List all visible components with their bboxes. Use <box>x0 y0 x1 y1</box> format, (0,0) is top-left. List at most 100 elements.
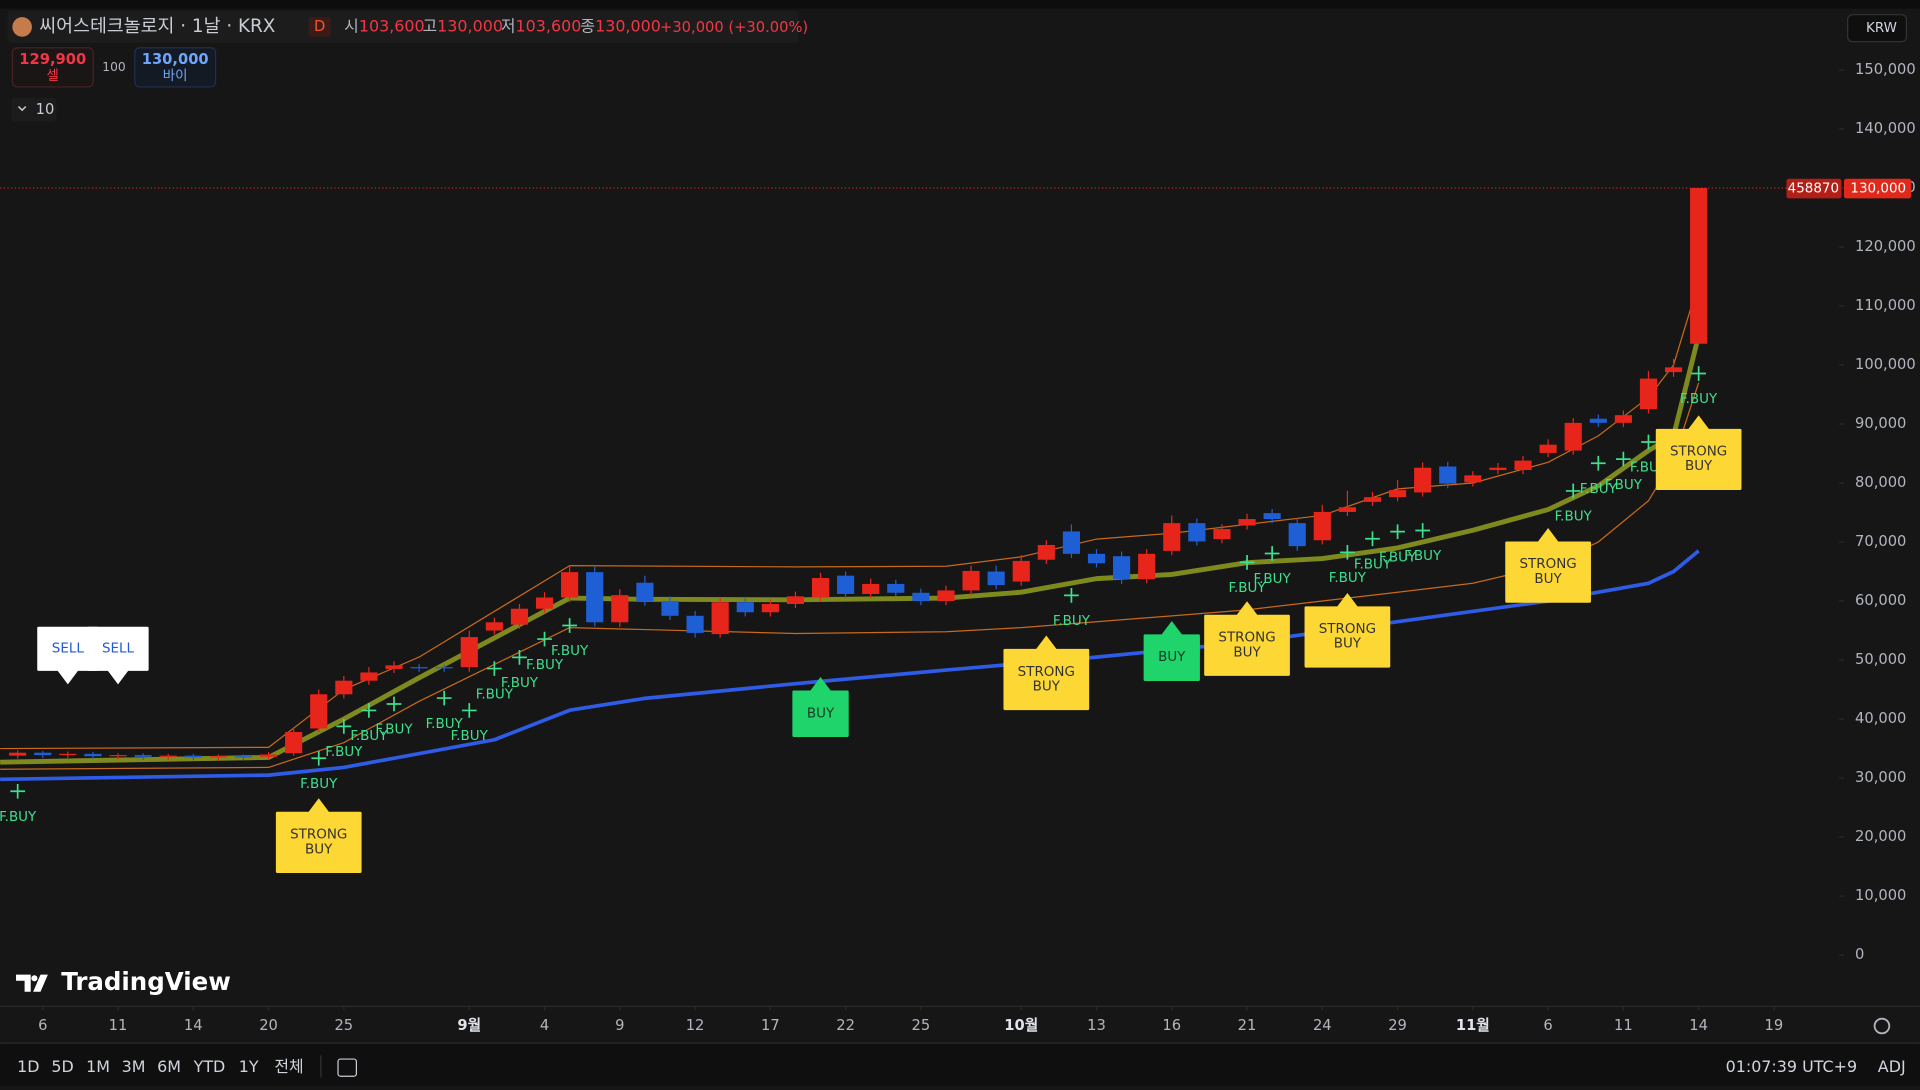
header-bar <box>7 11 799 43</box>
y-tick-label: 140,000 <box>1855 120 1916 137</box>
range-button[interactable]: 전체 <box>274 1057 303 1076</box>
x-tick-label: 14 <box>1689 1017 1708 1034</box>
candle-body <box>209 756 227 758</box>
fbuy-label: F.BUY <box>526 658 564 673</box>
y-tick-label: 150,000 <box>1855 61 1916 78</box>
indicators-toggle[interactable] <box>11 97 57 122</box>
y-axis: 0 10,000 20,000 30,000 40,000 50,000 60,000 70,… <box>38 61 1916 1034</box>
sell-button[interactable] <box>11 47 94 88</box>
indicator-line <box>0 549 1700 782</box>
signal-label: SELL <box>101 640 135 657</box>
candle-body <box>937 590 955 602</box>
signal-label-box: BUY <box>1158 649 1186 666</box>
fbuy-marker <box>1641 434 1656 450</box>
x-tick-label: 17 <box>761 1017 780 1034</box>
candle-body <box>510 608 529 625</box>
candle-body <box>134 755 152 757</box>
fbuy-label: F.BUY <box>300 777 338 792</box>
fbuy-label: F.BUY <box>426 717 464 732</box>
range-button[interactable]: 6M <box>157 1057 181 1076</box>
signal-label-box: SELL <box>51 640 84 657</box>
candle-body <box>1564 422 1582 451</box>
candle-body <box>811 578 830 598</box>
x-tick-label: 22 <box>836 1017 855 1034</box>
candle-body <box>761 603 779 613</box>
settings-icon[interactable] <box>1873 1017 1891 1035</box>
adj-button[interactable]: ADJ <box>1878 1057 1906 1076</box>
fbuy-marker <box>1264 546 1280 561</box>
x-tick-label: 25 <box>334 1017 353 1034</box>
candle-body <box>1037 544 1055 560</box>
candle-body <box>1489 467 1507 471</box>
currency-button[interactable] <box>1847 14 1908 43</box>
candle-body <box>1062 531 1080 554</box>
fbuy-label: F.BUY <box>1354 557 1392 572</box>
fbuy-marker <box>1415 523 1431 538</box>
fbuy-marker <box>562 618 577 633</box>
logo-text: TradingView <box>61 967 231 996</box>
signal-pointer <box>1537 528 1560 543</box>
range-button[interactable]: 5D <box>51 1057 73 1076</box>
candle-body <box>1363 497 1382 502</box>
signal-label: SELL <box>51 640 84 657</box>
candle-body <box>1313 511 1331 541</box>
fbuy-label: F.BUY <box>1555 510 1593 525</box>
symbol-icon <box>12 17 32 37</box>
y-tick-label: 30,000 <box>1855 769 1906 786</box>
top-strip <box>0 0 1920 9</box>
candle-body <box>335 680 353 695</box>
fbuy-label: F.BUY <box>551 644 589 659</box>
y-tick-label: 20,000 <box>1855 828 1906 845</box>
signal-pointer <box>307 798 330 813</box>
signal-label: STRONG BUY <box>1318 621 1377 652</box>
price-label: 130,000 <box>1850 182 1906 197</box>
fbuy-marker <box>487 661 502 676</box>
fbuy-marker <box>336 719 352 734</box>
price-label-bg <box>1843 178 1912 199</box>
range-button[interactable]: 1D <box>17 1057 39 1076</box>
signal-pointer <box>56 669 79 685</box>
candle-body <box>1439 466 1457 484</box>
clock: 01:07:39 UTC+9 <box>1726 1057 1857 1076</box>
x-tick-label: 20 <box>259 1017 278 1034</box>
fbuy-label: F.BUY <box>350 729 388 744</box>
candle-body <box>1338 507 1356 512</box>
candle-body <box>34 752 52 756</box>
range-button[interactable]: 3M <box>122 1057 146 1076</box>
range-button[interactable]: 1Y <box>239 1057 259 1076</box>
candle-body <box>1288 523 1306 547</box>
candle-body <box>1263 513 1281 520</box>
signal-box <box>1204 614 1290 676</box>
ohlc-label: 종 <box>580 16 595 35</box>
range-button[interactable]: 1M <box>86 1057 110 1076</box>
fbuy-label: F.BUY <box>0 810 37 825</box>
candle-body <box>1414 467 1432 493</box>
fbuy-label: F.BUY <box>1053 614 1091 629</box>
candle-body <box>1690 187 1708 344</box>
range-button[interactable]: YTD <box>193 1057 226 1076</box>
candle-body <box>184 755 202 758</box>
candle-body <box>410 667 428 669</box>
candle-body <box>259 754 278 757</box>
x-tick-label: 6 <box>1543 1017 1552 1034</box>
calendar-icon[interactable] <box>337 1058 358 1077</box>
signal-label-box: STRONG BUY <box>1670 444 1727 473</box>
signal-pointer <box>1336 592 1359 608</box>
signal-pointer <box>107 669 130 685</box>
buy-button[interactable] <box>134 47 217 88</box>
candle-body <box>1664 367 1683 373</box>
candle-body <box>1539 444 1557 453</box>
symbol[interactable]: 씨어스테크놀로지 · 1날 · KRX <box>39 16 275 37</box>
signal-label: BUY <box>1158 649 1186 666</box>
candle-body <box>686 615 704 633</box>
candle-body <box>661 601 679 616</box>
sell-label: 셀 <box>47 68 59 84</box>
chevron-icon <box>17 105 27 112</box>
candle-body <box>586 572 604 623</box>
x-tick-label: 4 <box>540 1017 549 1034</box>
y-tick-label: 60,000 <box>1855 592 1906 609</box>
logo-icon <box>16 974 48 992</box>
candle-body <box>1138 553 1156 580</box>
candle-body <box>862 583 880 594</box>
